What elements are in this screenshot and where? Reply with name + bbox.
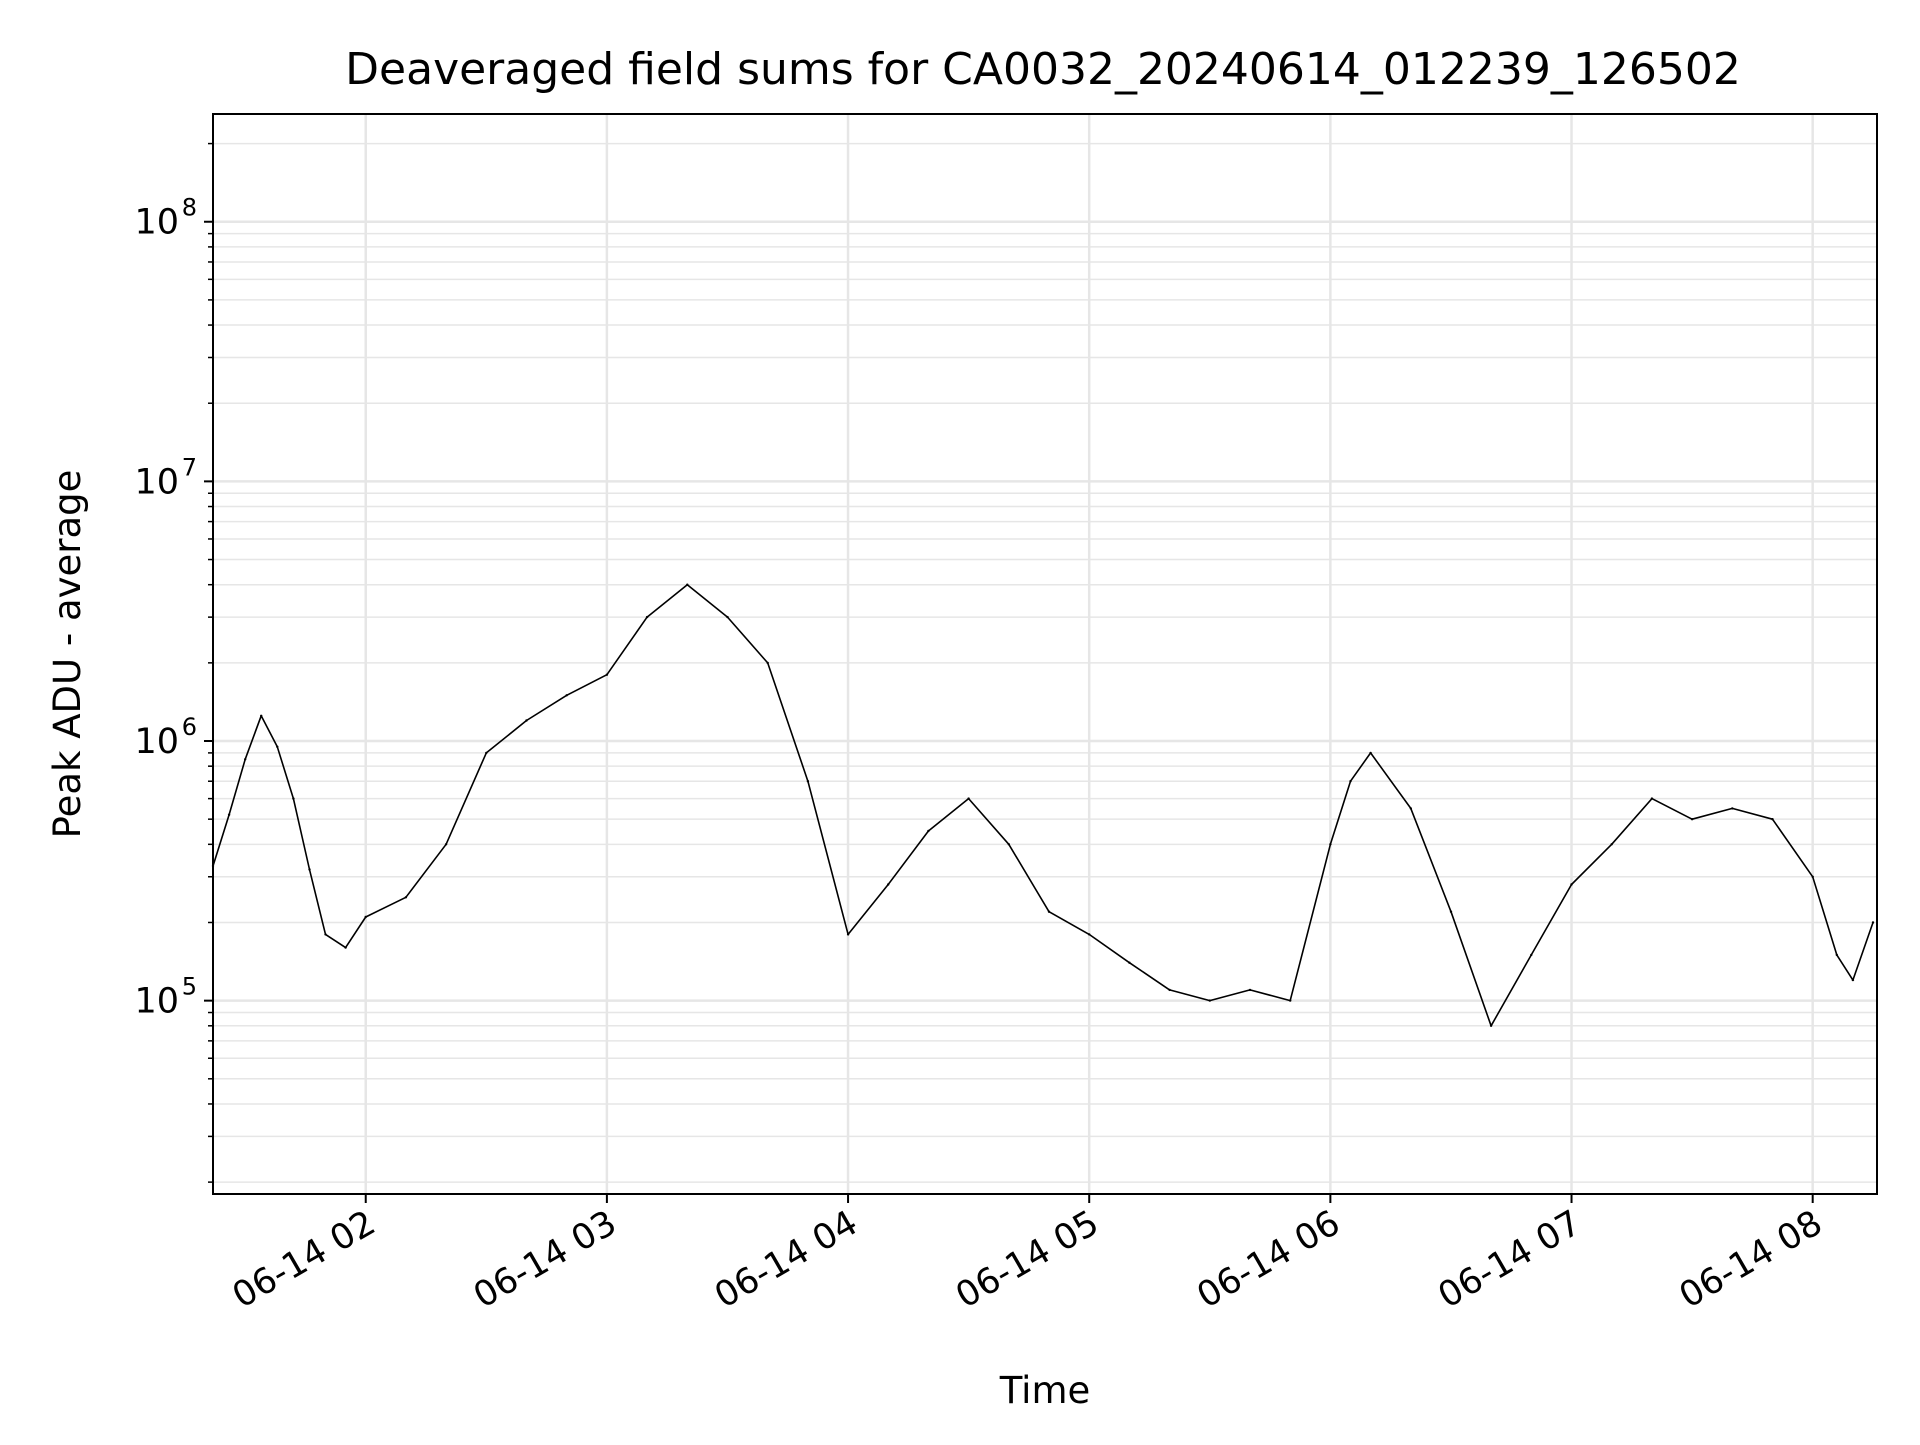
data-point xyxy=(525,719,528,722)
data-point xyxy=(967,797,970,800)
grid-layer xyxy=(213,114,1877,1194)
data-point xyxy=(324,933,327,936)
data-point xyxy=(1369,751,1372,755)
data-point xyxy=(887,883,890,886)
y-tick-label-base: 10 xyxy=(134,203,179,243)
data-point xyxy=(404,896,408,899)
data-point xyxy=(1650,797,1654,800)
data-point xyxy=(1871,921,1875,924)
data-point xyxy=(1007,843,1010,846)
data-point xyxy=(846,933,850,936)
data-point xyxy=(1690,818,1694,821)
data-point xyxy=(364,915,367,919)
data-point xyxy=(444,843,448,846)
data-point xyxy=(927,829,930,833)
data-point xyxy=(766,661,769,665)
data-point xyxy=(1128,961,1131,964)
data-point xyxy=(806,780,810,783)
data-point xyxy=(244,758,247,761)
data-point xyxy=(1731,807,1734,810)
y-tick-label-exponent: 5 xyxy=(182,973,197,1001)
data-point xyxy=(260,714,263,717)
data-point xyxy=(344,946,347,949)
data-point xyxy=(1168,988,1171,992)
y-axis-label: Peak ADU - average xyxy=(46,470,89,839)
data-point xyxy=(1570,883,1573,886)
data-point xyxy=(1489,1024,1493,1028)
data-point xyxy=(1851,978,1855,982)
plot-frame xyxy=(212,113,1878,1195)
data-point xyxy=(1289,999,1292,1002)
data-point xyxy=(1248,988,1252,992)
y-tick-label-exponent: 8 xyxy=(182,194,197,222)
data-point xyxy=(227,813,231,816)
data-point xyxy=(1088,933,1091,936)
y-tick-label: 10 xyxy=(134,722,179,762)
data-point xyxy=(1349,780,1352,783)
data-point xyxy=(1449,910,1453,913)
y-tick-label-base: 10 xyxy=(134,462,179,502)
data-point xyxy=(292,797,295,800)
data-point xyxy=(1208,999,1212,1002)
data-point xyxy=(645,615,649,619)
series-line xyxy=(212,583,1874,1027)
data-point xyxy=(686,583,689,586)
data-point xyxy=(605,673,609,676)
data-point xyxy=(485,751,488,755)
data-point xyxy=(1835,953,1839,957)
data-point xyxy=(276,745,279,748)
data-point xyxy=(1771,818,1774,821)
y-tick-label-base: 10 xyxy=(134,982,179,1022)
x-axis-label: Time xyxy=(999,1369,1091,1412)
data-point xyxy=(726,615,729,619)
data-point xyxy=(1047,910,1051,913)
data-point xyxy=(1329,843,1332,846)
series-layer xyxy=(211,583,1875,1028)
y-tick-label: 10 xyxy=(134,203,179,243)
data-point xyxy=(1811,875,1814,878)
chart-title: Deaveraged field sums for CA0032_2024061… xyxy=(345,44,1741,95)
y-tick-label: 10 xyxy=(134,462,179,502)
y-tick-label-base: 10 xyxy=(134,722,179,762)
data-point xyxy=(1610,843,1613,846)
y-tick-label-exponent: 7 xyxy=(182,453,197,481)
data-point xyxy=(565,694,568,697)
data-point xyxy=(1530,953,1533,957)
data-point xyxy=(1409,807,1413,810)
data-point xyxy=(308,868,311,871)
y-tick-label-exponent: 6 xyxy=(182,713,197,741)
y-tick-label: 10 xyxy=(134,982,179,1022)
